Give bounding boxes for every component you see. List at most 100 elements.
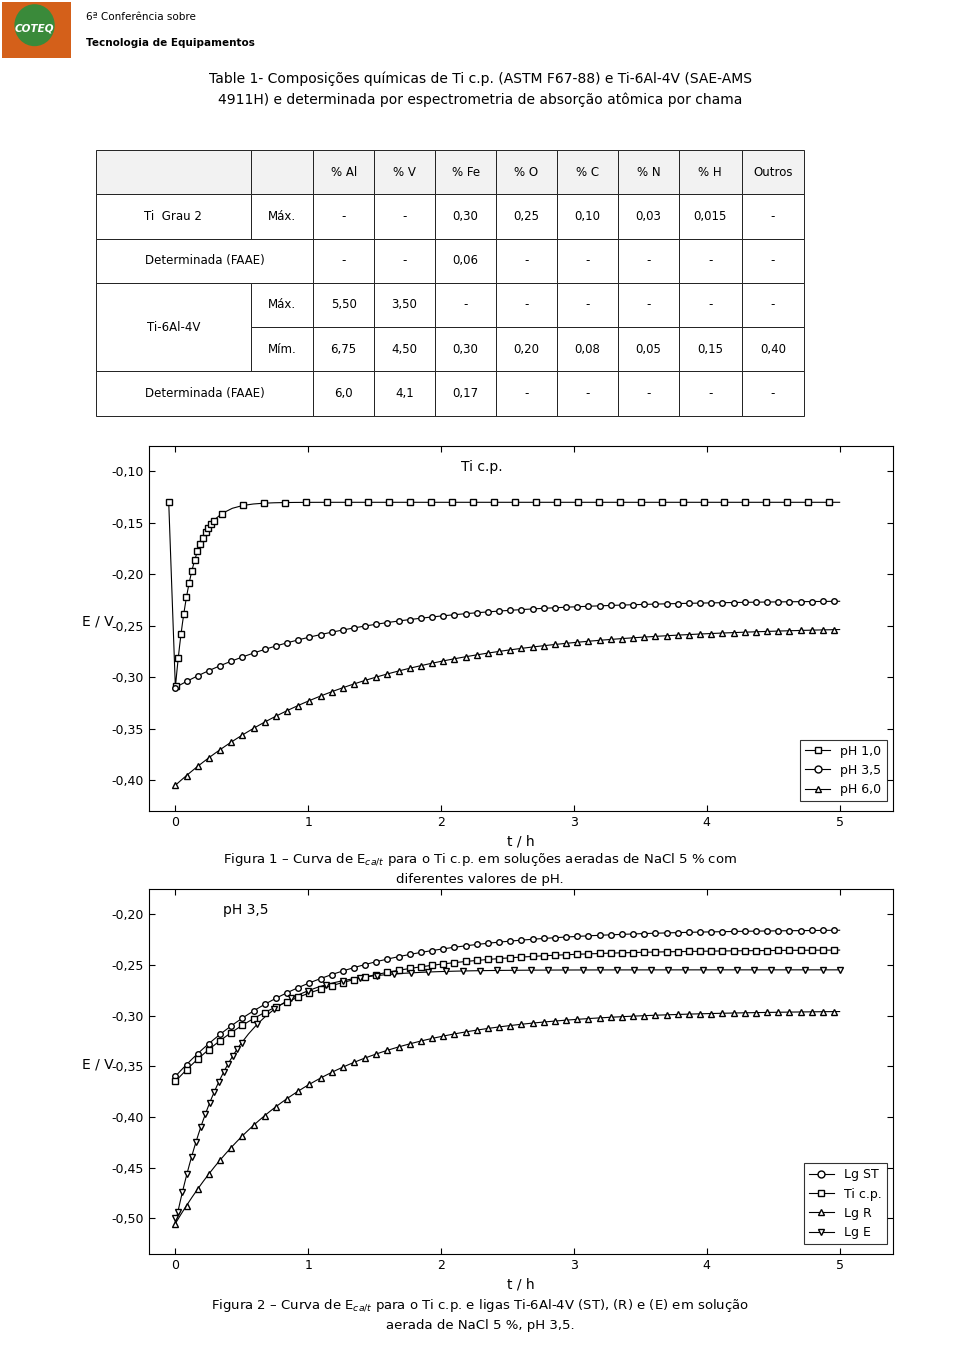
X-axis label: t / h: t / h	[507, 834, 535, 848]
Bar	[742, 371, 804, 416]
Bar	[96, 371, 313, 416]
Text: Mím.: Mím.	[268, 342, 297, 356]
Text: % V: % V	[394, 165, 416, 179]
Bar	[96, 282, 251, 371]
Bar	[557, 195, 618, 239]
Text: -: -	[771, 210, 775, 224]
Text: Máx.: Máx.	[268, 210, 296, 224]
Bar	[496, 195, 557, 239]
Bar	[557, 239, 618, 282]
Bar	[251, 284, 313, 327]
Bar	[557, 371, 618, 416]
Bar	[374, 150, 435, 194]
Text: 0,015: 0,015	[694, 210, 727, 224]
Text: 0,30: 0,30	[452, 210, 478, 224]
Bar	[618, 371, 679, 416]
Bar	[313, 239, 374, 282]
Text: Ti  Grau 2: Ti Grau 2	[144, 210, 203, 224]
Text: % O: % O	[515, 165, 539, 179]
Bar	[251, 150, 313, 194]
FancyBboxPatch shape	[2, 3, 71, 57]
Text: 0,03: 0,03	[636, 210, 661, 224]
Text: % Al: % Al	[330, 165, 357, 179]
Text: Figura 2 – Curva de E$_{ca/t}$ para o Ti c.p. e ligas Ti-6Al-4V (ST), (R) e (E) : Figura 2 – Curva de E$_{ca/t}$ para o Ti…	[211, 1298, 749, 1332]
Bar	[496, 150, 557, 194]
Bar	[496, 371, 557, 416]
Bar	[618, 150, 679, 194]
Bar	[679, 239, 742, 282]
Bar	[435, 195, 496, 239]
Bar	[313, 327, 374, 371]
Text: 3,50: 3,50	[392, 298, 418, 312]
Text: % Fe: % Fe	[451, 165, 480, 179]
Legend: Lg ST, Ti c.p., Lg R, Lg E: Lg ST, Ti c.p., Lg R, Lg E	[804, 1163, 886, 1244]
Bar	[435, 371, 496, 416]
Bar	[557, 327, 618, 371]
Bar	[496, 239, 557, 282]
Bar	[435, 239, 496, 282]
Text: Máx.: Máx.	[268, 298, 296, 312]
Bar	[557, 150, 618, 194]
Text: 4,1: 4,1	[396, 387, 414, 401]
Bar	[742, 284, 804, 327]
Text: Ti-6Al-4V: Ti-6Al-4V	[147, 320, 200, 334]
Text: 0,08: 0,08	[575, 342, 600, 356]
Bar	[742, 327, 804, 371]
Bar	[374, 239, 435, 282]
Bar	[251, 327, 313, 371]
Text: 4,50: 4,50	[392, 342, 418, 356]
Bar	[374, 284, 435, 327]
Text: -: -	[646, 254, 651, 267]
Text: 6,75: 6,75	[330, 342, 357, 356]
Bar	[374, 195, 435, 239]
Text: Determinada (FAAE): Determinada (FAAE)	[145, 387, 264, 401]
Bar	[679, 371, 742, 416]
Bar	[679, 284, 742, 327]
X-axis label: t / h: t / h	[507, 1277, 535, 1291]
Bar	[618, 284, 679, 327]
Text: -: -	[402, 210, 407, 224]
Bar	[435, 150, 496, 194]
Text: 0,15: 0,15	[697, 342, 723, 356]
Bar	[251, 195, 313, 239]
Text: 0,40: 0,40	[760, 342, 786, 356]
Bar	[313, 284, 374, 327]
Text: % N: % N	[636, 165, 660, 179]
Text: -: -	[464, 298, 468, 312]
Text: 0,20: 0,20	[514, 342, 540, 356]
Legend: pH 1,0, pH 3,5, pH 6,0: pH 1,0, pH 3,5, pH 6,0	[801, 740, 886, 801]
Bar	[679, 150, 742, 194]
Bar	[374, 327, 435, 371]
Text: 0,25: 0,25	[514, 210, 540, 224]
Text: 0,30: 0,30	[452, 342, 478, 356]
Text: Figura 1 – Curva de E$_{ca/t}$ para o Ti c.p. em soluções aeradas de NaCl 5 % co: Figura 1 – Curva de E$_{ca/t}$ para o Ti…	[223, 852, 737, 886]
Text: -: -	[771, 387, 775, 401]
Bar	[618, 239, 679, 282]
Bar	[496, 327, 557, 371]
Bar	[679, 195, 742, 239]
Bar	[557, 284, 618, 327]
Text: -: -	[524, 387, 529, 401]
Text: Ti c.p.: Ti c.p.	[461, 461, 503, 474]
Text: -: -	[342, 210, 346, 224]
Bar	[96, 239, 313, 282]
Text: -: -	[586, 254, 589, 267]
Text: -: -	[646, 298, 651, 312]
Text: 0,17: 0,17	[452, 387, 479, 401]
Text: -: -	[524, 298, 529, 312]
Text: Outros: Outros	[754, 165, 793, 179]
Text: -: -	[646, 387, 651, 401]
Text: -: -	[586, 387, 589, 401]
Bar	[742, 195, 804, 239]
Y-axis label: E / V: E / V	[82, 615, 113, 628]
Text: pH 3,5: pH 3,5	[223, 904, 269, 917]
Text: -: -	[708, 387, 712, 401]
Bar	[313, 195, 374, 239]
Bar	[435, 327, 496, 371]
Bar	[96, 195, 251, 239]
Bar	[313, 371, 374, 416]
Bar	[618, 195, 679, 239]
Bar	[435, 284, 496, 327]
Text: 6,0: 6,0	[334, 387, 353, 401]
Text: 0,10: 0,10	[574, 210, 601, 224]
